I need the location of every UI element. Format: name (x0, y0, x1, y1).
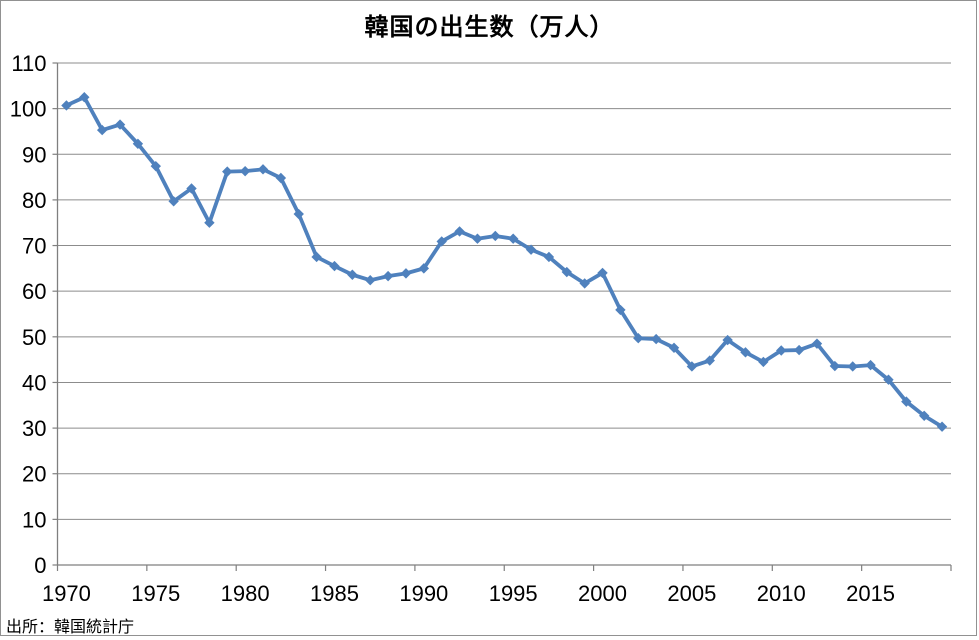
svg-text:40: 40 (22, 370, 46, 395)
svg-text:1990: 1990 (399, 581, 448, 606)
svg-text:30: 30 (22, 416, 46, 441)
svg-text:90: 90 (22, 142, 46, 167)
svg-text:2005: 2005 (667, 581, 716, 606)
chart-title: 韓国の出生数（万人） (364, 14, 615, 41)
svg-text:110: 110 (11, 51, 46, 76)
svg-text:20: 20 (22, 462, 46, 487)
svg-text:0: 0 (34, 553, 46, 578)
svg-text:1995: 1995 (489, 581, 538, 606)
svg-text:1975: 1975 (131, 581, 180, 606)
svg-text:2015: 2015 (846, 581, 895, 606)
svg-text:50: 50 (22, 325, 46, 350)
svg-text:1970: 1970 (42, 581, 91, 606)
svg-text:10: 10 (22, 507, 46, 532)
source-note: 出所：韓国統計庁 (6, 619, 135, 636)
svg-text:1985: 1985 (310, 581, 359, 606)
svg-text:2000: 2000 (578, 581, 627, 606)
svg-text:2010: 2010 (757, 581, 806, 606)
svg-text:70: 70 (22, 234, 46, 259)
svg-text:1980: 1980 (221, 581, 270, 606)
svg-text:100: 100 (10, 97, 47, 122)
svg-text:60: 60 (22, 279, 46, 304)
svg-text:80: 80 (22, 188, 46, 213)
